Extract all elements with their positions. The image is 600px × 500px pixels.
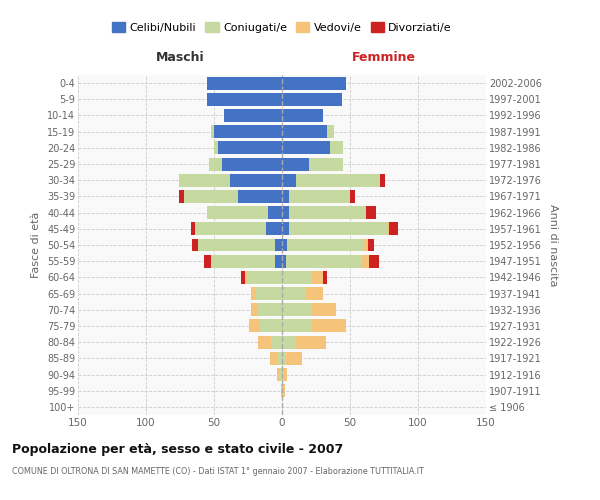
Bar bbox=[282, 336, 296, 348]
Bar bbox=[266, 222, 282, 235]
Bar bbox=[247, 271, 282, 284]
Bar bbox=[184, 190, 238, 203]
Bar bbox=[296, 336, 326, 348]
Legend: Celibi/Nubili, Coniugati/e, Vedovi/e, Divorziati/e: Celibi/Nubili, Coniugati/e, Vedovi/e, Di… bbox=[107, 18, 457, 38]
Bar bbox=[369, 254, 379, 268]
Bar bbox=[257, 304, 282, 316]
Bar bbox=[255, 287, 282, 300]
Bar bbox=[368, 238, 374, 252]
Bar bbox=[214, 142, 218, 154]
Bar bbox=[282, 174, 296, 186]
Bar bbox=[282, 271, 312, 284]
Text: Maschi: Maschi bbox=[155, 50, 205, 64]
Bar bbox=[268, 206, 282, 219]
Bar bbox=[380, 174, 385, 186]
Bar bbox=[282, 368, 283, 381]
Bar bbox=[205, 254, 211, 268]
Bar bbox=[260, 320, 282, 332]
Bar bbox=[275, 238, 282, 252]
Bar bbox=[282, 254, 286, 268]
Bar bbox=[222, 158, 282, 170]
Bar bbox=[282, 76, 346, 90]
Bar bbox=[179, 190, 184, 203]
Bar bbox=[367, 206, 376, 219]
Bar bbox=[327, 125, 334, 138]
Text: Femmine: Femmine bbox=[352, 50, 416, 64]
Bar bbox=[211, 125, 214, 138]
Bar bbox=[207, 76, 282, 90]
Bar bbox=[286, 352, 302, 365]
Bar bbox=[350, 190, 355, 203]
Bar bbox=[224, 109, 282, 122]
Bar bbox=[270, 352, 277, 365]
Text: Popolazione per età, sesso e stato civile - 2007: Popolazione per età, sesso e stato civil… bbox=[12, 442, 343, 456]
Bar bbox=[191, 222, 195, 235]
Bar bbox=[207, 206, 268, 219]
Bar bbox=[275, 254, 282, 268]
Bar bbox=[283, 368, 287, 381]
Bar bbox=[209, 158, 222, 170]
Bar bbox=[282, 190, 289, 203]
Bar bbox=[282, 287, 307, 300]
Bar bbox=[312, 320, 346, 332]
Bar bbox=[282, 158, 309, 170]
Bar bbox=[207, 93, 282, 106]
Bar bbox=[364, 238, 368, 252]
Bar bbox=[282, 304, 312, 316]
Bar bbox=[309, 158, 343, 170]
Bar bbox=[281, 384, 282, 397]
Bar bbox=[329, 142, 343, 154]
Bar bbox=[214, 125, 282, 138]
Bar bbox=[192, 238, 197, 252]
Bar bbox=[387, 222, 389, 235]
Bar bbox=[286, 254, 361, 268]
Bar bbox=[238, 190, 282, 203]
Bar bbox=[195, 222, 266, 235]
Bar bbox=[282, 109, 323, 122]
Bar bbox=[179, 174, 230, 186]
Bar bbox=[287, 238, 364, 252]
Bar bbox=[271, 336, 282, 348]
Bar bbox=[289, 190, 350, 203]
Bar bbox=[289, 222, 387, 235]
Bar bbox=[279, 368, 282, 381]
Bar bbox=[282, 222, 289, 235]
Bar bbox=[296, 174, 380, 186]
Bar bbox=[312, 304, 337, 316]
Bar bbox=[312, 271, 323, 284]
Bar bbox=[282, 206, 289, 219]
Text: COMUNE DI OLTRONA DI SAN MAMETTE (CO) - Dati ISTAT 1° gennaio 2007 - Elaborazion: COMUNE DI OLTRONA DI SAN MAMETTE (CO) - … bbox=[12, 468, 424, 476]
Bar bbox=[282, 93, 342, 106]
Bar bbox=[218, 142, 282, 154]
Bar bbox=[282, 384, 285, 397]
Bar bbox=[211, 254, 275, 268]
Bar bbox=[282, 142, 329, 154]
Bar bbox=[323, 271, 327, 284]
Bar bbox=[389, 222, 398, 235]
Bar bbox=[245, 271, 247, 284]
Bar bbox=[197, 238, 275, 252]
Bar bbox=[282, 320, 312, 332]
Bar bbox=[282, 352, 286, 365]
Bar bbox=[277, 368, 279, 381]
Bar bbox=[250, 320, 260, 332]
Bar bbox=[230, 174, 282, 186]
Bar bbox=[251, 287, 255, 300]
Bar bbox=[241, 271, 245, 284]
Bar bbox=[361, 254, 369, 268]
Bar bbox=[289, 206, 367, 219]
Y-axis label: Fasce di età: Fasce di età bbox=[31, 212, 41, 278]
Bar bbox=[282, 125, 327, 138]
Bar bbox=[251, 304, 257, 316]
Bar bbox=[282, 238, 287, 252]
Bar bbox=[307, 287, 323, 300]
Bar bbox=[257, 336, 271, 348]
Y-axis label: Anni di nascita: Anni di nascita bbox=[548, 204, 559, 286]
Bar bbox=[277, 352, 282, 365]
